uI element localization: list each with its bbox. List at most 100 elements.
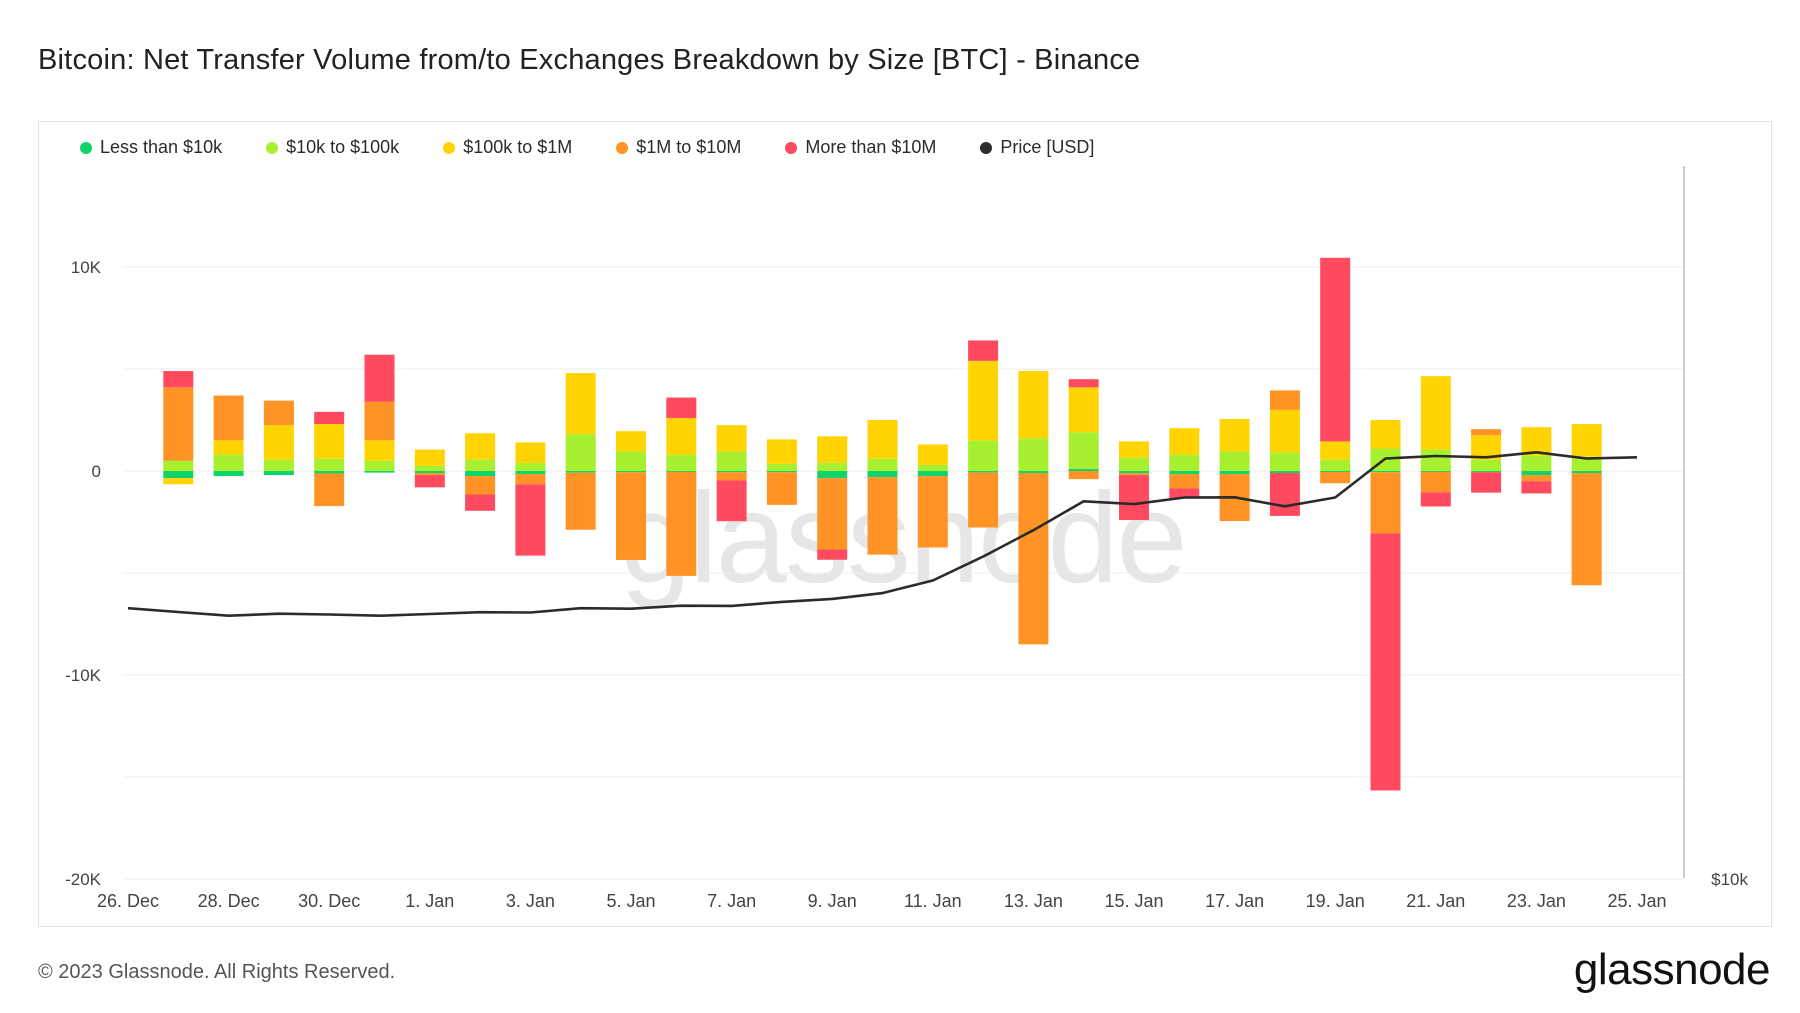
bar-segment	[364, 471, 395, 473]
x-tick-label: 17. Jan	[1205, 891, 1264, 911]
bar-segment	[817, 436, 848, 463]
bar-segment	[1068, 471, 1099, 480]
x-tick-label: 7. Jan	[707, 891, 756, 911]
x-tick-label: 23. Jan	[1507, 891, 1566, 911]
bar-segment	[263, 459, 294, 471]
legend-item-10k-to-100k[interactable]: $10k to $100k	[266, 137, 399, 158]
legend-item-100k-to-1m[interactable]: $100k to $1M	[443, 137, 572, 158]
right-axis-label: $10k	[1711, 870, 1748, 889]
bar-segment	[1370, 420, 1401, 449]
bar-segment	[867, 477, 898, 555]
bar-segment	[1320, 459, 1351, 471]
bar-segment	[817, 478, 848, 550]
legend-label: $10k to $100k	[286, 137, 400, 157]
bar-segment	[465, 433, 496, 460]
bar-segment	[314, 411, 345, 425]
legend-dot	[980, 141, 993, 154]
bar-segment	[314, 458, 345, 471]
bar-segment	[515, 474, 546, 485]
bar-segment	[1119, 473, 1149, 476]
bar-segment	[1269, 409, 1300, 453]
x-tick-label: 26. Dec	[97, 891, 159, 911]
legend-dot	[443, 141, 456, 154]
bar-segment	[364, 354, 395, 402]
bar-segment	[1420, 449, 1451, 471]
bar-segment	[414, 449, 445, 466]
bar-segment	[1068, 468, 1099, 471]
bar-segment	[515, 484, 546, 556]
legend-item-1m-to-10m[interactable]: $1M to $10M	[616, 137, 741, 158]
bar-segment	[1521, 455, 1552, 471]
bar-segment	[1471, 471, 1502, 473]
bar-segment	[1119, 471, 1149, 474]
bar-segment	[263, 471, 294, 476]
bar-segment	[1471, 472, 1502, 493]
bar-segment	[917, 476, 948, 548]
legend-dot	[266, 141, 279, 154]
price-line	[127, 451, 1638, 617]
bar-segment	[917, 471, 948, 477]
bar-segment	[1420, 471, 1451, 493]
bar-segment	[515, 471, 546, 475]
bar-segment	[716, 480, 747, 522]
bar-segment	[414, 471, 445, 474]
legend-item-more-than-10m[interactable]: More than $10M	[785, 137, 936, 158]
legend-item-less-than-10k[interactable]: Less than $10k	[80, 137, 222, 158]
bar-segment	[1269, 452, 1300, 471]
legend-dot	[616, 141, 629, 154]
bar-segment	[1219, 471, 1250, 475]
bar-segment	[1320, 472, 1351, 484]
bar-segment	[1571, 471, 1602, 474]
bar-segment	[163, 471, 194, 479]
bar-segment	[917, 464, 948, 471]
bar-segment	[1068, 432, 1099, 469]
bar-segment	[716, 425, 747, 452]
bar-segment	[817, 471, 848, 479]
bar-segment	[666, 397, 697, 418]
chart-title: Bitcoin: Net Transfer Volume from/to Exc…	[38, 44, 1141, 76]
legend-label: Price [USD]	[1000, 137, 1095, 157]
bar-segment	[968, 471, 999, 473]
bar-segment	[163, 478, 194, 485]
bar-segment	[1320, 257, 1351, 442]
bar-segment	[465, 494, 496, 511]
bar-segment	[263, 400, 294, 426]
x-tick-label: 21. Jan	[1406, 891, 1465, 911]
bar-segment	[1169, 454, 1200, 471]
bar-segment	[1169, 488, 1200, 499]
bar-segment	[1018, 371, 1049, 439]
bar-segment	[968, 360, 999, 441]
bar-segment	[1018, 473, 1049, 645]
x-tick-label: 13. Jan	[1004, 891, 1063, 911]
glassnode-logo: glassnode	[1573, 945, 1771, 994]
bar-segment	[1119, 441, 1149, 458]
bar-segment	[1571, 424, 1602, 457]
legend-dot	[80, 141, 92, 154]
bar-segment	[414, 475, 445, 488]
bar-segment	[213, 440, 244, 455]
bar-segment	[1521, 481, 1552, 494]
bar-segment	[314, 473, 345, 507]
bar-segment	[1169, 474, 1200, 489]
bar-segment	[213, 454, 244, 471]
bar-segment	[1521, 427, 1552, 456]
y-tick-label: 0	[92, 462, 101, 481]
bar-segment	[1370, 472, 1401, 534]
legend: Less than $10k $10k to $100k $100k to $1…	[80, 137, 1138, 158]
bar-segment	[666, 417, 697, 455]
bar-segment	[263, 425, 294, 460]
bar-segment	[716, 471, 747, 473]
bar-segment	[1269, 473, 1300, 516]
legend-dot	[785, 141, 798, 154]
bar-segment	[565, 373, 596, 435]
bar-segment	[414, 473, 445, 476]
bar-segment	[716, 472, 747, 481]
bar-segment	[414, 465, 445, 471]
x-tick-label: 25. Jan	[1607, 891, 1666, 911]
legend-item-price-usd[interactable]: Price [USD]	[980, 137, 1094, 158]
bar-segment	[1471, 459, 1502, 471]
bar-segment	[1571, 456, 1602, 471]
bar-segment	[1219, 418, 1250, 452]
bar-segment	[1068, 387, 1099, 433]
bar-segment	[1571, 473, 1602, 586]
